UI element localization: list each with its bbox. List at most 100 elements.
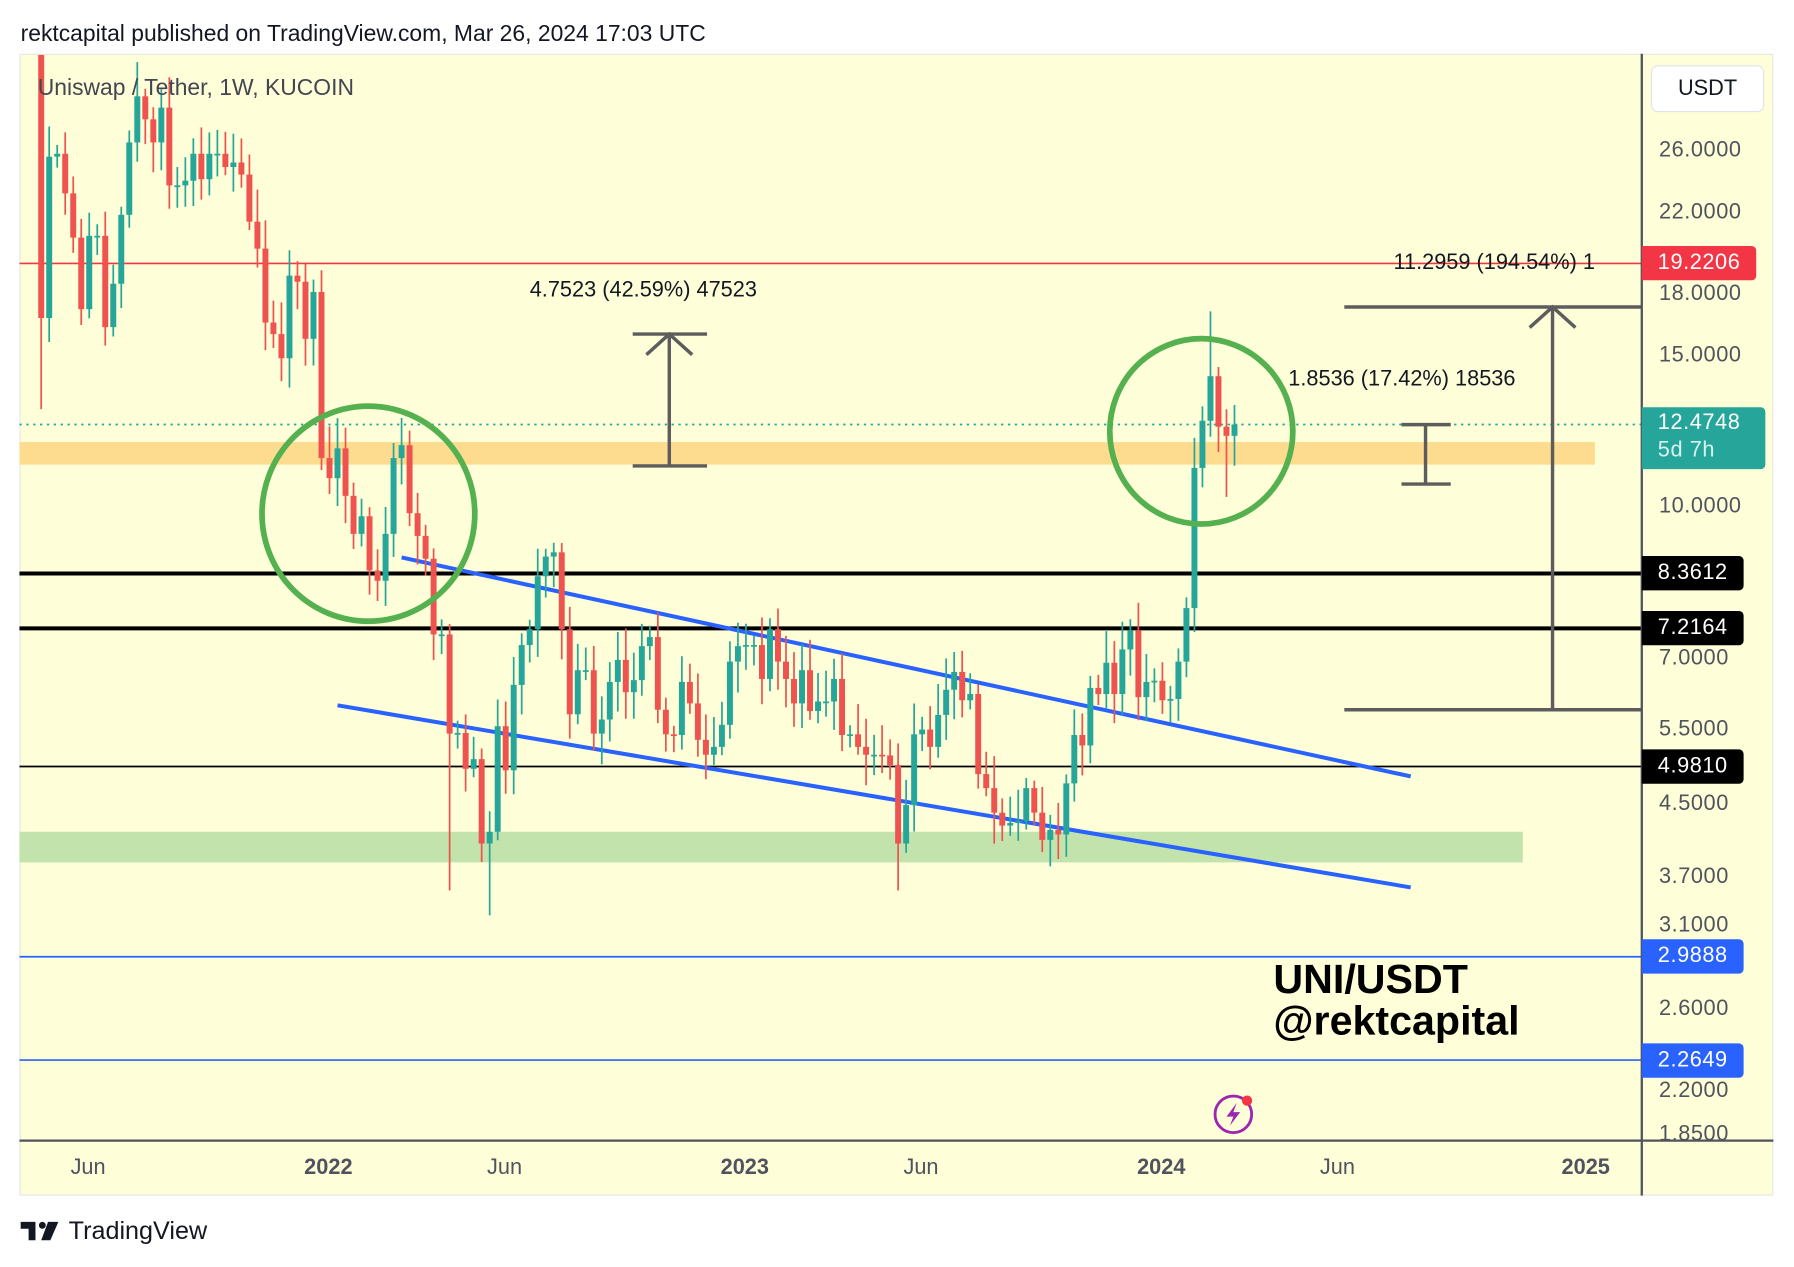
candle-body: [991, 788, 998, 813]
candle-body: [750, 645, 757, 647]
candle: [166, 77, 173, 209]
candle: [783, 635, 789, 708]
candle-body: [110, 283, 117, 328]
candle: [262, 220, 269, 351]
candle: [670, 725, 677, 753]
candle: [94, 224, 101, 255]
price-level-badge: 19.2206: [1641, 246, 1757, 281]
candle-body: [686, 681, 693, 704]
candle-body: [134, 96, 141, 143]
candle-body: [638, 646, 645, 681]
candle-body: [863, 746, 870, 755]
candle: [366, 507, 373, 595]
candle-body: [1103, 662, 1110, 695]
candle-body: [758, 645, 765, 679]
candle-body: [911, 734, 918, 806]
candle: [310, 279, 317, 366]
candle: [1215, 367, 1222, 453]
candle-body: [951, 671, 958, 690]
candle-body: [214, 153, 221, 156]
candle: [118, 206, 125, 309]
candle-body: [86, 235, 93, 310]
candle: [62, 132, 69, 215]
candle: [1087, 675, 1094, 764]
candle-body: [270, 322, 277, 335]
candle: [78, 218, 85, 325]
resistance-zone: [19, 442, 1595, 465]
candle-body: [350, 495, 357, 534]
candle-body: [887, 755, 894, 766]
candle-body: [574, 670, 581, 715]
candle-body: [799, 670, 805, 704]
candle: [550, 542, 557, 588]
candle-body: [238, 162, 245, 175]
watermark-pair: UNI/USDT: [1273, 955, 1468, 1003]
candle: [1167, 685, 1174, 723]
candle: [927, 706, 934, 770]
candle: [1007, 796, 1014, 836]
candle-body: [1223, 426, 1230, 436]
candle-body: [1151, 680, 1158, 683]
candle: [342, 427, 349, 524]
candle: [1023, 778, 1030, 830]
candle: [134, 62, 141, 162]
currency-button[interactable]: USDT: [1650, 65, 1765, 113]
candle-body: [1183, 608, 1190, 662]
candle: [1119, 621, 1126, 715]
candle: [566, 606, 573, 739]
candle: [454, 720, 461, 749]
candle-body: [182, 180, 189, 186]
lightning-icon[interactable]: [1213, 1094, 1254, 1135]
candle-body: [975, 694, 982, 775]
candle: [734, 622, 741, 693]
candle: [879, 725, 886, 774]
candle: [726, 641, 733, 739]
price-tick: 3.7000: [1658, 864, 1729, 889]
candle: [318, 270, 325, 471]
candle: [662, 697, 669, 752]
candle: [326, 426, 333, 495]
last-price-badge: 12.4748 5d 7h: [1641, 407, 1766, 470]
candle: [470, 736, 477, 778]
candle-body: [670, 734, 677, 737]
candle: [815, 672, 822, 724]
chart-panel[interactable]: [19, 53, 1774, 1196]
candle-body: [534, 576, 541, 630]
candle-body: [62, 153, 69, 194]
tradingview-logo[interactable]: TradingView: [20, 1216, 208, 1246]
candle: [799, 644, 805, 728]
candle: [430, 548, 437, 661]
candle-body: [1079, 735, 1086, 746]
candle-body: [815, 701, 822, 712]
price-level-badge: 7.2164: [1641, 611, 1744, 646]
candle-body: [742, 645, 749, 647]
candle: [238, 138, 245, 188]
candle-body: [566, 629, 573, 715]
candle: [951, 651, 958, 720]
candle: [855, 704, 862, 755]
candle-body: [807, 670, 813, 712]
candle-body: [767, 629, 773, 679]
symbol-title: Uniswap / Tether, 1W, KUCOIN: [37, 75, 354, 101]
candle: [1095, 674, 1102, 706]
candle: [1063, 774, 1070, 857]
candle-body: [927, 729, 934, 747]
candle-body: [582, 670, 589, 672]
candle: [406, 430, 413, 527]
candle-body: [694, 703, 701, 740]
candle: [1191, 437, 1198, 632]
candle-body: [1231, 424, 1238, 436]
candle: [222, 131, 229, 176]
candle: [983, 751, 990, 797]
candle-body: [1023, 788, 1030, 822]
candle-body: [1119, 649, 1126, 695]
candle: [486, 811, 493, 916]
candle: [502, 701, 509, 794]
arrow-head-icon: [1528, 304, 1577, 329]
candle: [302, 263, 309, 366]
candle-body: [478, 759, 485, 844]
candle: [198, 127, 205, 200]
candle-body: [935, 714, 942, 747]
candle: [991, 756, 998, 844]
